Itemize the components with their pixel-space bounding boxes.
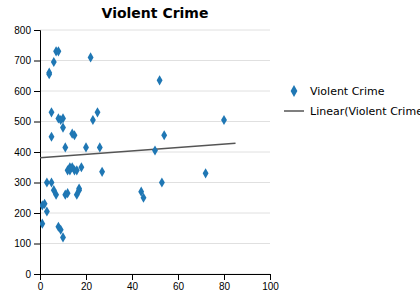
y-tick: 700 (14, 55, 40, 66)
grid-line (40, 213, 270, 214)
y-tick: 200 (14, 208, 40, 219)
point (72, 130, 78, 140)
y-tick-mark (34, 30, 40, 31)
point (97, 142, 103, 152)
title: Violent Crime (102, 5, 209, 21)
point (74, 165, 80, 175)
point (60, 232, 66, 242)
legend-swatch (291, 85, 298, 97)
y-tick-mark (34, 274, 40, 275)
x-tick-mark (86, 274, 87, 280)
y-tick: 100 (14, 238, 40, 249)
y-tick: 800 (14, 25, 40, 36)
legend-label: Violent Crime (310, 85, 385, 98)
point (49, 107, 55, 117)
point (95, 107, 101, 117)
y-tick: 0 (25, 269, 40, 280)
trend-line (40, 143, 236, 158)
legend-swatch (284, 110, 304, 112)
point (62, 142, 68, 152)
y-tick-label: 200 (14, 208, 31, 219)
legend: Violent Crime Linear(Violent Crime) (284, 85, 420, 118)
x-tick: 80 (219, 274, 231, 292)
y-tick-mark (34, 122, 40, 123)
y-tick: 600 (14, 86, 40, 97)
point (60, 123, 66, 133)
point (99, 167, 105, 177)
y-tick: 400 (14, 147, 40, 158)
x-tick-label: 20 (81, 281, 93, 292)
x-tick-label: 60 (173, 281, 185, 292)
x-tick: 0 (38, 274, 44, 292)
point (44, 206, 50, 216)
marks (40, 46, 236, 242)
x-tick-mark (224, 274, 225, 280)
chart: 0 20 40 60 80 100 0 100 200 300 400 500 600 700 800 Vio… (0, 0, 420, 298)
y-tick-mark (34, 213, 40, 214)
y-tick-label: 100 (14, 238, 31, 249)
point (141, 193, 147, 203)
point (83, 142, 89, 152)
y-tick-mark (34, 183, 40, 184)
y-tick-label: 500 (14, 116, 31, 127)
x-tick-mark (178, 274, 179, 280)
y-tick-label: 600 (14, 86, 31, 97)
point (161, 130, 167, 140)
y-tick: 500 (14, 116, 40, 127)
x-axis-line (41, 275, 271, 281)
y-axis: 0 100 200 300 400 500 600 700 800 (14, 25, 40, 280)
grid-line (40, 121, 270, 122)
y-tick-mark (34, 244, 40, 245)
legend-label: Linear(Violent Crime) (310, 105, 420, 118)
point (65, 188, 71, 198)
x-tick-mark (270, 274, 271, 280)
y-tick: 300 (14, 177, 40, 188)
x-tick-label: 80 (219, 281, 231, 292)
point (221, 115, 227, 125)
legend-item: Linear(Violent Crime) (284, 105, 420, 118)
grid-line (40, 243, 270, 244)
x-tick: 60 (173, 274, 185, 292)
x-tick: 100 (262, 274, 279, 292)
point (40, 219, 45, 229)
grid-line (40, 30, 270, 31)
point (88, 52, 94, 62)
grid-line (40, 91, 270, 92)
x-tick-label: 40 (127, 281, 139, 292)
y-tick-mark (34, 61, 40, 62)
y-tick-label: 300 (14, 177, 31, 188)
y-tick-label: 400 (14, 147, 31, 158)
x-tick-label: 100 (262, 281, 279, 292)
plot: 0 20 40 60 80 100 0 100 200 300 400 500 600 700 800 (14, 25, 279, 292)
grid-line (40, 182, 270, 183)
y-tick-mark (34, 91, 40, 92)
x-tick-label: 0 (38, 281, 44, 292)
point (60, 113, 66, 123)
point (49, 132, 55, 142)
x-axis: 0 20 40 60 80 100 (38, 274, 280, 292)
y-tick-mark (34, 152, 40, 153)
point (46, 69, 52, 79)
y-tick-label: 0 (25, 269, 31, 280)
point (159, 177, 165, 187)
x-tick: 40 (127, 274, 139, 292)
point (76, 185, 82, 195)
x-tick: 20 (81, 274, 93, 292)
grid-line (40, 60, 270, 61)
x-tick-mark (132, 274, 133, 280)
y-tick-label: 700 (14, 55, 31, 66)
legend-item: Violent Crime (291, 85, 385, 98)
y-axis-line (34, 31, 41, 275)
point (53, 190, 59, 200)
point (152, 145, 158, 155)
point (203, 168, 209, 178)
y-tick-label: 800 (14, 25, 31, 36)
point (51, 57, 57, 67)
point (90, 115, 96, 125)
grid (40, 30, 270, 274)
point (157, 75, 163, 85)
point (55, 46, 61, 56)
